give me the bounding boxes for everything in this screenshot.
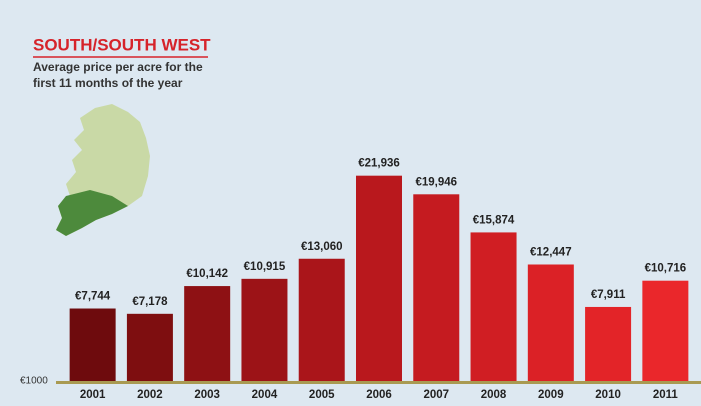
x-tick-label: 2004 [252, 389, 278, 401]
bar [69, 308, 116, 381]
baseline [56, 381, 701, 384]
value-label: €7,744 [75, 291, 111, 303]
bar [585, 306, 632, 381]
bar [298, 258, 345, 381]
x-tick-label: 2003 [194, 389, 220, 401]
subtitle: first 11 months of the year [33, 76, 183, 90]
value-label: €12,447 [530, 247, 572, 259]
bar [126, 313, 173, 381]
bar [356, 175, 402, 381]
bar [184, 286, 231, 381]
value-label: €13,060 [301, 241, 343, 253]
x-tick-label: 2010 [595, 389, 621, 401]
value-label: €7,911 [591, 289, 626, 301]
bar [413, 194, 460, 381]
value-label: €19,946 [415, 176, 457, 188]
value-label: €10,142 [186, 268, 228, 280]
bar [527, 264, 574, 381]
x-tick-label: 2002 [137, 389, 163, 401]
chart-title: SOUTH/SOUTH WEST [33, 35, 211, 54]
bar [241, 278, 288, 381]
value-label: €10,716 [645, 263, 687, 275]
y-axis-label: €1000 [20, 376, 48, 387]
value-label: €15,874 [473, 214, 515, 226]
x-tick-label: 2009 [538, 389, 564, 401]
map [56, 104, 150, 236]
x-tick-label: 2006 [366, 389, 392, 401]
value-label: €7,178 [132, 296, 168, 308]
value-label: €21,936 [358, 158, 400, 170]
x-tick-label: 2007 [423, 389, 449, 401]
x-tick-label: 2001 [80, 389, 106, 401]
value-label: €10,915 [244, 261, 286, 273]
bar [470, 232, 517, 381]
x-tick-label: 2011 [653, 389, 679, 401]
subtitle: Average price per acre for the [33, 60, 203, 74]
x-tick-label: 2008 [481, 389, 507, 401]
x-tick-label: 2005 [309, 389, 335, 401]
map-region [56, 190, 128, 236]
bar [642, 280, 689, 381]
